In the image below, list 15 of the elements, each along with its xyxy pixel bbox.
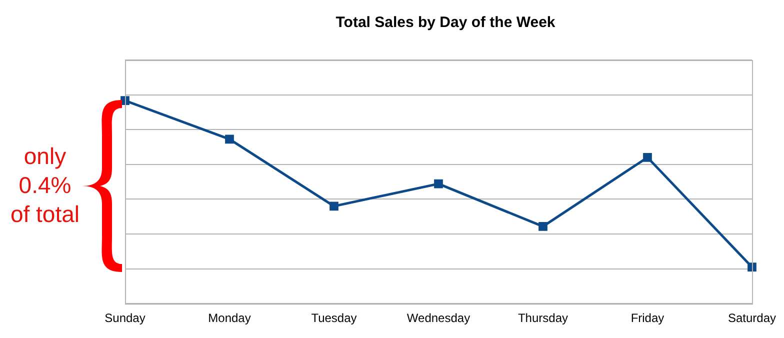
point [643, 153, 652, 162]
point [748, 262, 756, 272]
point [225, 134, 234, 144]
chart-title: Total Sales by Day of the Week [336, 14, 556, 32]
x-tick-label: Monday [208, 311, 251, 326]
x-tick-label: Tuesday [311, 311, 357, 326]
point [434, 179, 443, 188]
text: only 0.4% of total [9, 142, 81, 229]
x-tick-label: Thursday [518, 311, 568, 326]
point [538, 222, 548, 231]
x-tick-label: Sunday [104, 311, 146, 326]
x-tick-label: Saturday [728, 311, 776, 326]
x-tick-label: Friday [630, 311, 664, 326]
x-tick-label: Wednesday [406, 311, 470, 326]
point [330, 202, 338, 211]
